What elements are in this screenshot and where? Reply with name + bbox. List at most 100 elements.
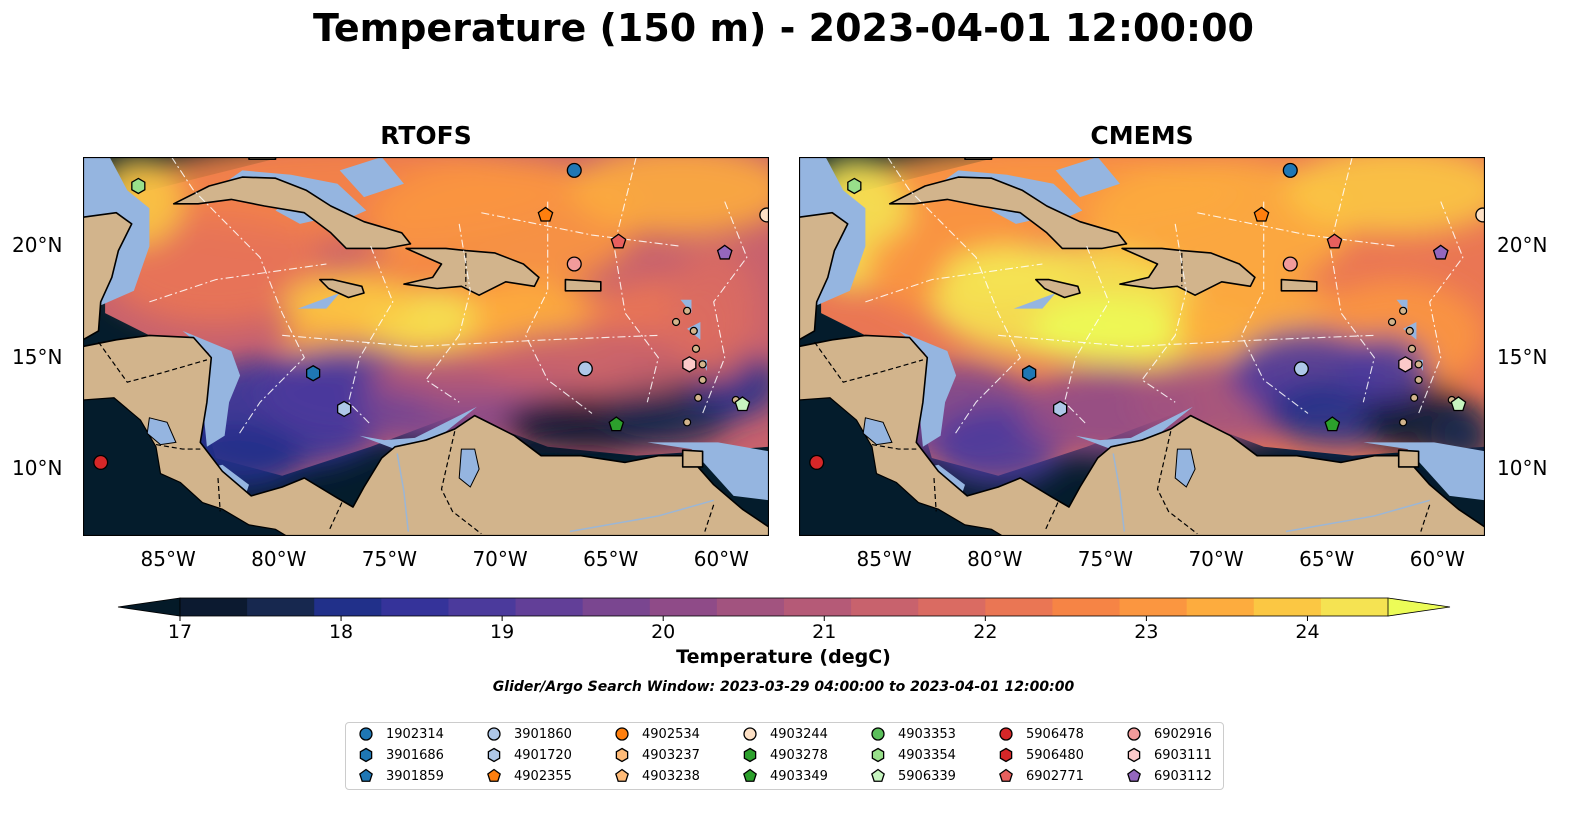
lat-tick-label: 10°N <box>1497 456 1548 481</box>
pacific-coast <box>799 397 1004 536</box>
colorbar-level <box>515 598 584 616</box>
legend-item: 6903111 <box>1126 747 1212 763</box>
colorbar-tick-label: 20 <box>651 621 675 643</box>
lat-tick-label: 15°N <box>12 344 63 369</box>
lake <box>458 448 480 488</box>
eez-boundary <box>425 223 471 403</box>
colorbar-tick-label: 24 <box>1295 621 1319 643</box>
national-border <box>871 444 917 450</box>
colorbar-tick-label: 21 <box>812 621 836 643</box>
figure-title: Temperature (150 m) - 2023-04-01 12:00:0… <box>312 6 1254 50</box>
panel-title-rtofs: RTOFS <box>380 121 472 150</box>
legend-label: 6903111 <box>1154 747 1212 763</box>
colorbar-level <box>716 598 785 616</box>
colorbar-level <box>381 598 449 616</box>
legend-item: 5906478 <box>998 726 1084 742</box>
eez-boundary <box>524 201 593 414</box>
national-border <box>933 477 937 512</box>
legend-label: 4903238 <box>642 768 700 784</box>
lon-tick-label: 60°W <box>693 547 749 571</box>
float-5906339 <box>1450 396 1467 412</box>
float-3901686 <box>1022 364 1037 382</box>
land <box>799 157 849 341</box>
land <box>403 247 540 296</box>
national-border <box>704 504 715 532</box>
float-1902314 <box>566 162 582 178</box>
shelf-shallow-water <box>182 330 241 447</box>
legend-marker-pentagon-icon <box>743 768 757 782</box>
float-4903244 <box>759 207 769 223</box>
colorbar-level <box>582 598 651 616</box>
land <box>681 449 704 468</box>
lon-tick-label: 70°W <box>1188 547 1244 571</box>
eez-boundary <box>1141 223 1187 403</box>
national-border <box>217 477 221 512</box>
float-1902314 <box>1282 162 1298 178</box>
map-frame <box>799 157 1485 536</box>
legend-label: 6902916 <box>1154 726 1212 742</box>
legend-item: 4902355 <box>486 768 572 784</box>
float-4902355 <box>1253 206 1270 222</box>
panel-title-cmems: CMEMS <box>1090 121 1194 150</box>
lon-tick-label: 85°W <box>140 547 196 571</box>
legend-marker-circle-icon <box>615 727 629 741</box>
eez-boundary <box>613 157 659 403</box>
legend-item: 3901860 <box>486 726 572 742</box>
float-4902355 <box>537 206 554 222</box>
colorbar-level <box>1320 598 1389 616</box>
legend-marker-hexagon-icon <box>487 747 501 763</box>
shelf-shallow-water <box>647 442 769 501</box>
legend-item: 1902314 <box>358 726 444 742</box>
colorbar-tick-label: 18 <box>329 621 353 643</box>
colorbar-tick-label: 17 <box>168 621 192 643</box>
legend-item: 4903353 <box>870 726 956 742</box>
legend-item: 4902534 <box>614 726 700 742</box>
colorbar-level <box>1119 598 1188 616</box>
national-border <box>1156 431 1198 535</box>
national-border <box>328 502 343 532</box>
float-4903349 <box>608 416 625 432</box>
float-4903244 <box>1475 207 1485 223</box>
legend-item: 6902771 <box>998 768 1084 784</box>
legend-label: 4902355 <box>514 768 572 784</box>
national-border <box>98 341 208 383</box>
eez-boundary <box>282 334 659 348</box>
eez-boundary <box>1240 201 1309 414</box>
legend-item: 4903349 <box>742 768 828 784</box>
map-frame <box>83 157 769 536</box>
legend-label: 4903349 <box>770 768 828 784</box>
legend-label: 4902534 <box>642 726 700 742</box>
eez-boundary <box>347 245 394 425</box>
eez-boundary <box>702 201 748 414</box>
lon-tick-label: 60°W <box>1409 547 1465 571</box>
eez-boundary <box>1418 201 1464 414</box>
float-4903354 <box>131 177 146 195</box>
colorbar-level <box>448 598 517 616</box>
eez-boundary <box>171 157 305 436</box>
legend-item: 4903244 <box>742 726 828 742</box>
legend-label: 6903112 <box>1154 768 1212 784</box>
float-6903111 <box>682 356 697 373</box>
island <box>1387 317 1397 327</box>
eez-boundary <box>1063 245 1110 425</box>
colorbar-level <box>1052 598 1121 616</box>
legend-label: 6902771 <box>1026 768 1084 784</box>
lon-tick-label: 65°W <box>583 547 639 571</box>
colorbar-label: Temperature (degC) <box>676 646 891 668</box>
island <box>698 375 707 385</box>
legend-label: 3901860 <box>514 726 572 742</box>
shelf-shallow-water <box>898 330 957 447</box>
colorbar-level <box>180 598 248 616</box>
legend-item: 6903112 <box>1126 768 1212 784</box>
island <box>1414 360 1423 369</box>
legend-marker-hexagon-icon <box>743 747 757 763</box>
colorbar: 17 18 19 20 21 22 23 24 <box>117 597 1451 643</box>
island <box>698 360 707 369</box>
legend-label: 4903353 <box>898 726 956 742</box>
island <box>1399 306 1408 315</box>
legend-label: 3901686 <box>386 747 444 763</box>
lon-tick-label: 70°W <box>472 547 528 571</box>
legend-marker-pentagon-icon <box>999 768 1013 782</box>
legend-label: 1902314 <box>386 726 444 742</box>
float-5906339 <box>734 396 751 412</box>
